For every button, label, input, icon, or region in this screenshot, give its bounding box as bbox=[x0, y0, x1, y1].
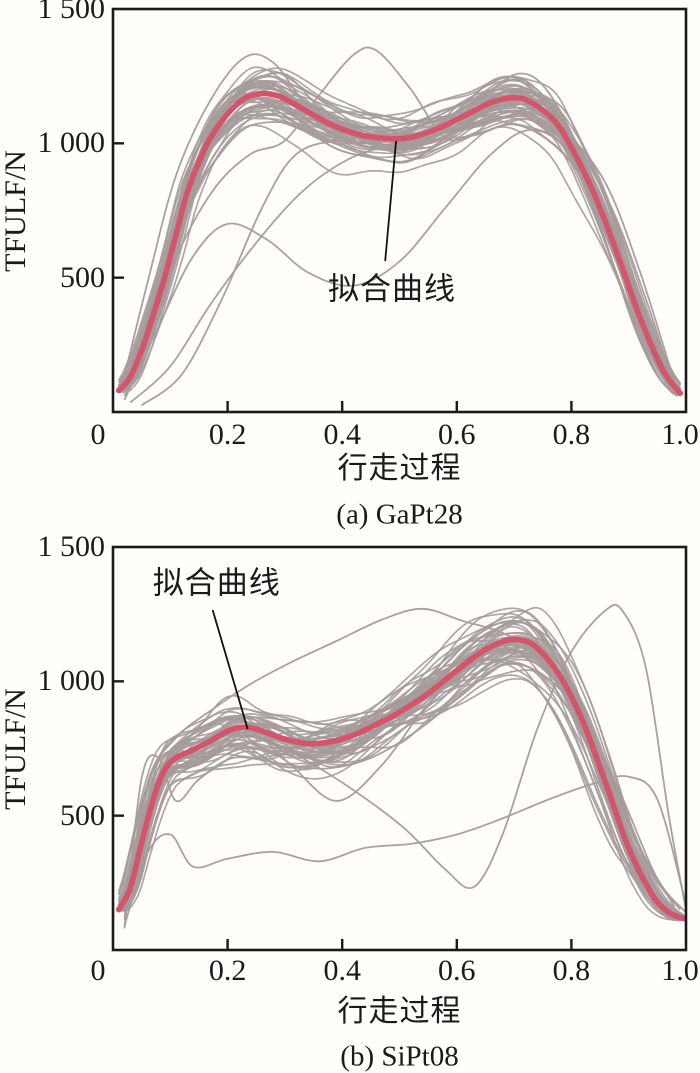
y-axis-title: TFULF/N bbox=[0, 149, 32, 272]
trial-curve bbox=[118, 111, 681, 392]
x-axis-tick-label: 0.4 bbox=[323, 418, 361, 451]
annotation-leader-line bbox=[211, 609, 249, 730]
chart-caption: (a) GaPt28 bbox=[336, 498, 463, 531]
x-axis-tick-label: 1.0 bbox=[661, 418, 699, 451]
chart-caption: (b) SiPt08 bbox=[340, 1040, 459, 1073]
trial-curve bbox=[118, 66, 681, 394]
trial-curve bbox=[118, 637, 686, 921]
y-axis-tick-label: 1 500 bbox=[37, 0, 106, 25]
x-axis-tick-label: 0 bbox=[90, 418, 106, 451]
x-axis-tick-label: 0.2 bbox=[208, 954, 247, 987]
y-axis-tick-label: 500 bbox=[60, 798, 105, 832]
trial-curve bbox=[118, 89, 681, 396]
trial-curve bbox=[117, 669, 686, 920]
x-axis-tick-label: 0.8 bbox=[552, 418, 591, 451]
x-axis-tick-label: 0.8 bbox=[552, 954, 591, 987]
x-axis-tick-label: 0.6 bbox=[438, 954, 476, 987]
fit-curve bbox=[115, 90, 684, 396]
curves-group-a bbox=[115, 46, 684, 407]
plot-frame bbox=[111, 545, 688, 952]
annotation-leader-line bbox=[384, 141, 397, 262]
fit-curve-annotation-label: 拟合曲线 bbox=[328, 271, 457, 307]
x-axis-tick-label: 1.0 bbox=[661, 954, 699, 987]
outlier-trial-curve bbox=[120, 53, 682, 397]
y-axis-title: TFULF/N bbox=[0, 687, 32, 810]
trial-curve bbox=[118, 67, 681, 393]
x-axis-tick-label: 0.4 bbox=[323, 954, 361, 987]
x-axis-title: 行走过程 bbox=[337, 995, 462, 1028]
outlier-trial-curve bbox=[123, 46, 676, 397]
plot-frame bbox=[111, 7, 688, 414]
trial-curve bbox=[118, 674, 686, 920]
y-axis-tick-label: 1 000 bbox=[37, 664, 106, 698]
curves-group-b bbox=[115, 603, 686, 929]
y-axis-tick-label: 1 000 bbox=[37, 126, 106, 160]
x-axis-tick-label: 0.6 bbox=[438, 418, 476, 451]
fit-curve bbox=[115, 636, 686, 922]
fit-curve-annotation-label: 拟合曲线 bbox=[152, 565, 281, 601]
y-axis-tick-label: 1 500 bbox=[37, 530, 106, 563]
y-axis-tick-label: 500 bbox=[60, 260, 105, 294]
x-axis-tick-label: 0 bbox=[90, 954, 106, 987]
x-axis-tick-label: 0.2 bbox=[208, 418, 247, 451]
x-axis-title: 行走过程 bbox=[337, 452, 462, 485]
trial-curve bbox=[117, 619, 686, 920]
outlier-trial-curve bbox=[141, 109, 676, 407]
outlier-trial-curve bbox=[123, 775, 686, 927]
